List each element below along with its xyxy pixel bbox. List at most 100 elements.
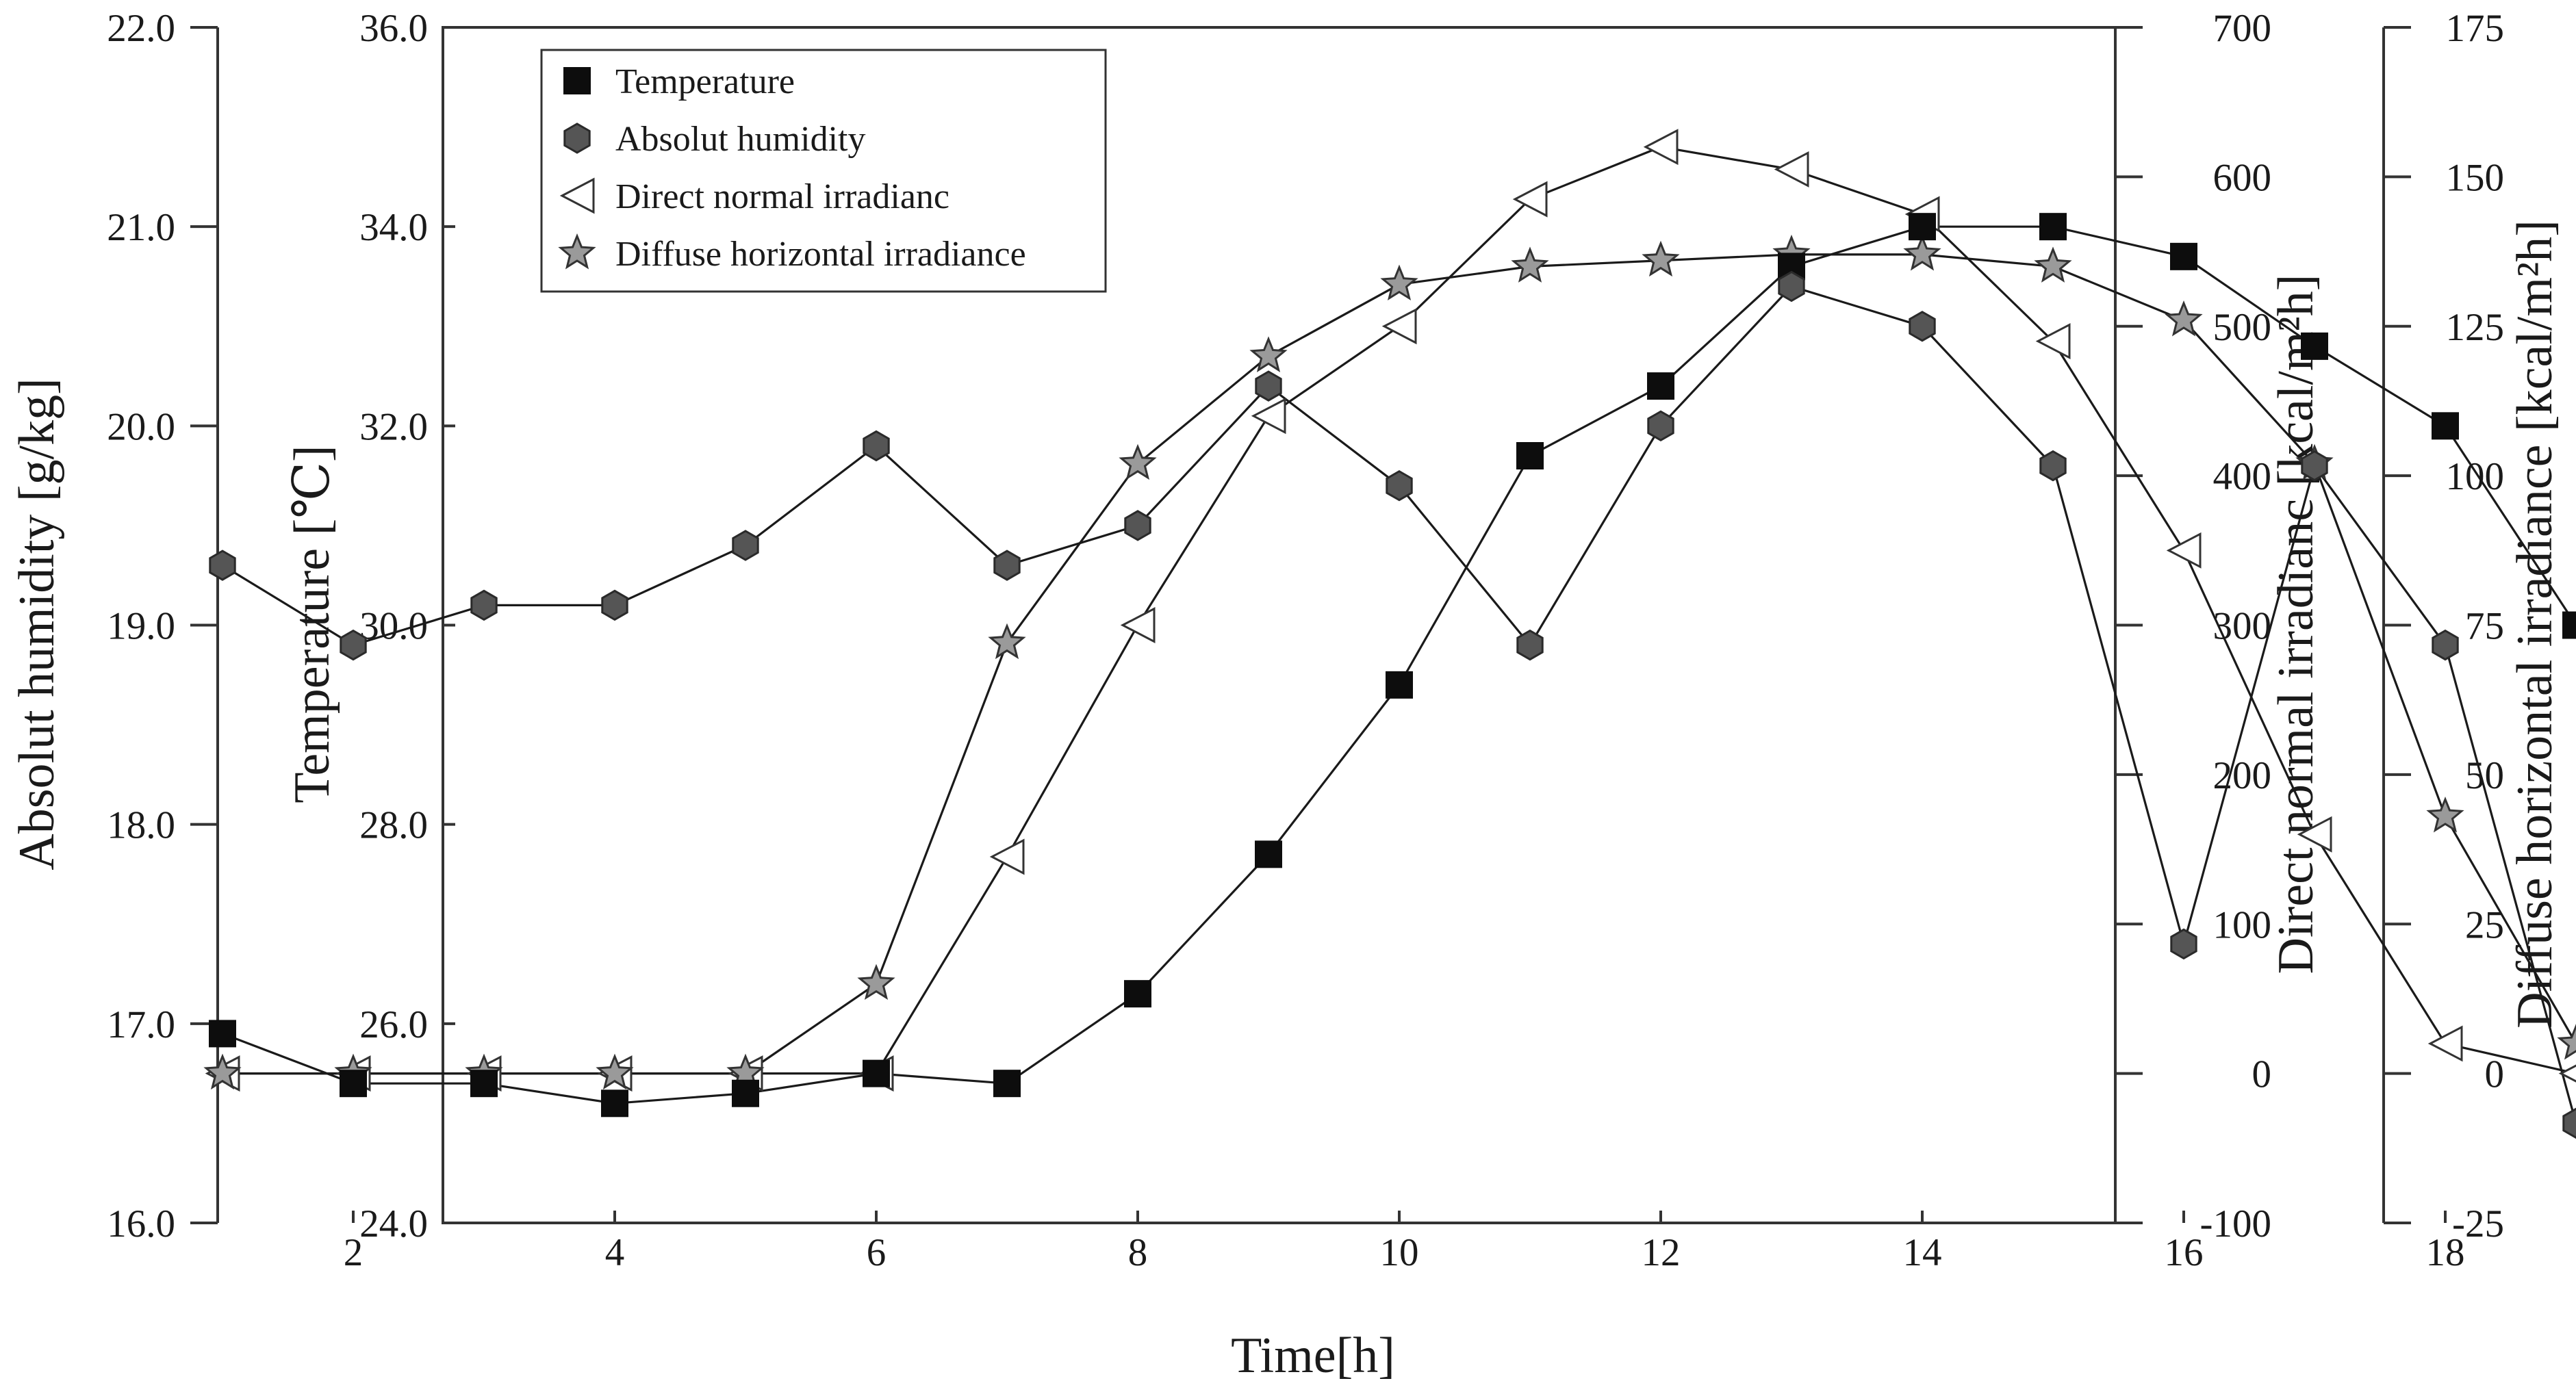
point-square <box>1516 442 1544 470</box>
point-star <box>203 1053 242 1090</box>
point-star <box>1903 234 1941 271</box>
temperature-axis-title: Temperature [℃] <box>284 445 340 803</box>
point-triangle-left <box>2427 1025 2463 1062</box>
humidity-tick-label: 19.0 <box>107 605 175 648</box>
point-hexagon <box>1124 510 1151 541</box>
direct-tick-label: 300 <box>2213 605 2272 648</box>
axes-layer: 24681012141618202224Time[h]24.026.028.03… <box>9 7 2563 1384</box>
point-triangle-left <box>2297 816 2332 853</box>
point-star <box>2426 796 2464 833</box>
point-star <box>2034 246 2072 283</box>
temperature-tick-label: 26.0 <box>359 1003 428 1046</box>
point-hexagon <box>1909 311 1936 342</box>
point-star <box>596 1053 634 1090</box>
point-triangle-left <box>1120 607 1156 643</box>
point-star <box>857 964 895 1001</box>
point-triangle-left <box>1774 151 1809 188</box>
point-square <box>1386 671 1413 699</box>
point-star <box>1511 246 1549 283</box>
legend-marker-hexagon <box>563 122 591 154</box>
point-square <box>2432 412 2459 440</box>
legend-label: Diffuse horizontal irradiance <box>615 235 1026 274</box>
point-star <box>2557 1023 2576 1060</box>
direct-tick-label: 0 <box>2252 1053 2272 1096</box>
point-square <box>209 1020 236 1048</box>
point-square <box>1909 213 1936 241</box>
series-line-hexagon <box>222 285 2576 1125</box>
x-tick-label: 18 <box>2426 1231 2465 1274</box>
point-hexagon <box>1647 410 1674 442</box>
direct-tick-label: 500 <box>2213 306 2272 349</box>
diffuse-tick-label: 175 <box>2446 7 2505 50</box>
point-hexagon <box>1778 270 1805 302</box>
point-hexagon <box>2170 928 2197 960</box>
point-star <box>1380 264 1418 301</box>
direct-tick-label: 200 <box>2213 754 2272 797</box>
point-hexagon <box>2562 1107 2576 1139</box>
point-hexagon <box>2432 629 2459 661</box>
point-hexagon <box>993 550 1021 581</box>
x-tick-label: 14 <box>1903 1231 1942 1274</box>
point-square <box>470 1070 498 1098</box>
point-hexagon <box>2039 450 2067 482</box>
diffuse-tick-label: 75 <box>2465 605 2504 648</box>
point-star <box>1249 336 1288 372</box>
point-hexagon <box>470 589 498 621</box>
direct-tick-label: 400 <box>2213 455 2272 498</box>
point-triangle-left <box>2035 323 2071 360</box>
point-square <box>1124 980 1151 1008</box>
diffuse-axis-title: Diffuse horizontal irradiance [kcal/m²h] <box>2507 220 2563 1029</box>
diffuse-tick-label: 100 <box>2446 455 2505 498</box>
series-line-square <box>222 225 2576 1105</box>
legend-marker-square <box>563 67 591 94</box>
point-square <box>1255 840 1282 868</box>
point-square <box>2039 213 2067 241</box>
x-tick-label: 16 <box>2165 1231 2204 1274</box>
diffuse-tick-label: 25 <box>2465 903 2504 946</box>
x-axis-title: Time[h] <box>1231 1328 1395 1384</box>
x-tick-label: 4 <box>605 1231 625 1274</box>
legend-marker-star <box>558 233 596 270</box>
point-hexagon <box>1516 629 1544 661</box>
point-square <box>2301 332 2328 360</box>
point-star <box>1642 240 1680 277</box>
direct-tick-label: 700 <box>2213 7 2272 50</box>
point-hexagon <box>1255 370 1282 402</box>
legend-label: Direct normal irradianc <box>615 177 949 216</box>
point-square <box>2562 611 2576 639</box>
temperature-tick-label: 34.0 <box>359 206 428 249</box>
point-hexagon <box>601 589 628 621</box>
point-hexagon <box>732 530 759 561</box>
point-triangle-left <box>989 838 1025 875</box>
temperature-tick-label: 32.0 <box>359 405 428 448</box>
humidity-tick-label: 20.0 <box>107 405 175 448</box>
legend: Temperature Absolut humidity Direct normal… <box>540 49 1107 293</box>
point-star <box>1119 443 1157 480</box>
humidity-tick-label: 16.0 <box>107 1202 175 1245</box>
direct-tick-label: 100 <box>2213 903 2272 946</box>
series-lines <box>222 146 2576 1125</box>
point-square <box>732 1079 759 1107</box>
point-hexagon <box>2301 450 2328 482</box>
diffuse-tick-label: 125 <box>2446 306 2505 349</box>
point-triangle-left <box>2558 1064 2576 1083</box>
humidity-tick-label: 18.0 <box>107 804 175 847</box>
humidity-tick-label: 21.0 <box>107 206 175 249</box>
series-markers <box>203 129 2576 1139</box>
series-line-star <box>222 253 2576 1075</box>
humidity-tick-label: 17.0 <box>107 1003 175 1046</box>
temperature-tick-label: 28.0 <box>359 804 428 847</box>
legend-box <box>540 49 1107 293</box>
point-triangle-left <box>2166 532 2202 569</box>
direct-axis-title: Direct normal irradianc [kcal/m²h] <box>2268 274 2324 974</box>
point-hexagon <box>863 430 890 462</box>
point-star <box>2165 300 2203 337</box>
point-triangle-left <box>1512 181 1548 218</box>
diffuse-tick-label: -25 <box>2452 1202 2504 1245</box>
direct-tick-label: -100 <box>2200 1202 2271 1245</box>
point-hexagon <box>340 629 367 661</box>
point-square <box>863 1059 890 1087</box>
point-hexagon <box>1386 469 1413 502</box>
x-tick-label: 12 <box>1642 1231 1681 1274</box>
